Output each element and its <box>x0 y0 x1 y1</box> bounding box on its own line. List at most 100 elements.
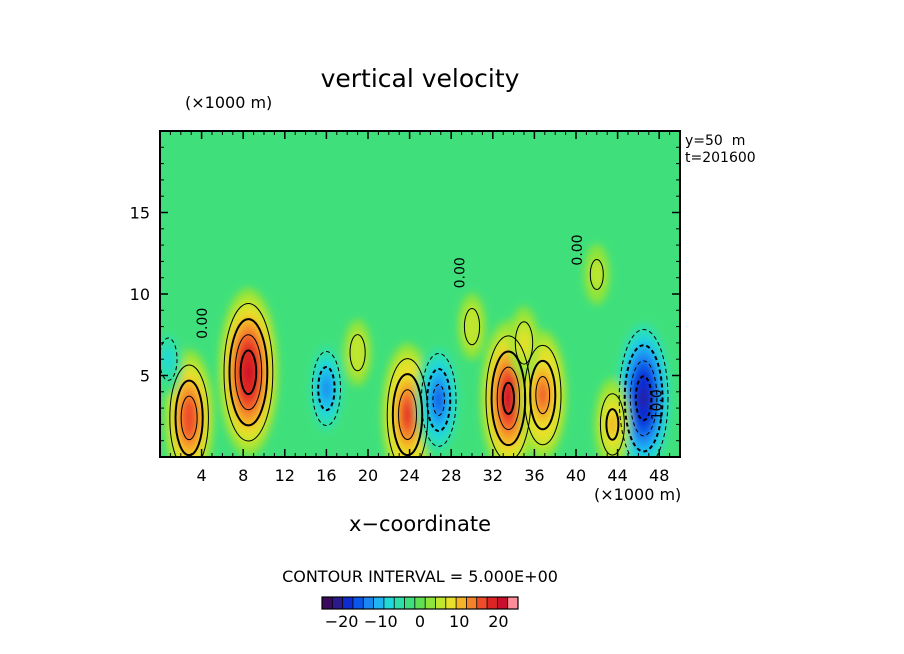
x-tick-label: 4 <box>197 466 207 485</box>
contour-labels: 0.00 0.00 0.00 10.0 <box>195 234 665 420</box>
colorbar-swatch <box>322 597 333 609</box>
colorbar-swatch <box>425 597 436 609</box>
contour-line <box>180 395 198 441</box>
contour-line <box>463 308 481 346</box>
x-tick-label: 48 <box>649 466 669 485</box>
colorbar-swatch <box>497 597 508 609</box>
contour-line <box>514 321 534 365</box>
x-tick-label: 32 <box>483 466 503 485</box>
field-blob <box>322 378 331 400</box>
colorbar-swatch <box>476 597 488 609</box>
contour-line <box>223 302 274 442</box>
contour-lines <box>160 258 669 457</box>
colorbar-swatch <box>383 597 395 609</box>
field-blob <box>519 330 529 355</box>
contour-line <box>529 359 557 431</box>
contour-line <box>160 337 178 381</box>
info-y: y=50 m <box>685 133 745 149</box>
colorbar-swatch <box>373 597 385 609</box>
colorbar-swatch <box>363 597 374 609</box>
field-blob <box>467 315 477 338</box>
colorbar-swatch <box>445 597 457 609</box>
colorbar-swatch <box>404 597 416 609</box>
x-tick-label: 44 <box>607 466 627 485</box>
colorbar-frame <box>321 596 519 610</box>
colorbar-swatch <box>487 597 498 609</box>
plot-area <box>160 131 680 457</box>
contour-label: 0.00 <box>453 257 469 288</box>
contour-line <box>426 367 452 432</box>
field-blob <box>590 259 604 290</box>
contour-line <box>228 318 269 427</box>
contour-line <box>623 344 664 453</box>
colorbar-tick-label: 20 <box>488 612 508 631</box>
contour-line <box>317 365 336 412</box>
field-blob <box>539 385 547 405</box>
contour-line <box>174 379 204 457</box>
x-tick-label: 16 <box>316 466 336 485</box>
field-blob <box>185 408 193 428</box>
info-t: t=201600 <box>685 150 756 166</box>
field-blob <box>640 388 647 408</box>
contour-line <box>432 383 446 416</box>
contour-line <box>398 389 418 441</box>
x-tick-label: 8 <box>238 466 248 485</box>
field-blob <box>607 412 617 436</box>
y-tick-label: 15 <box>130 204 150 223</box>
colorbar-swatch <box>456 597 467 609</box>
colorbar-swatch <box>507 597 519 609</box>
contour-line <box>169 364 209 457</box>
contour-line <box>420 352 457 447</box>
x-tick-label: 12 <box>275 466 295 485</box>
colorbar-swatch <box>332 597 343 609</box>
x-axis-unit: (×1000 m) <box>594 485 681 504</box>
field-blob <box>163 347 174 372</box>
contour-line <box>490 350 527 447</box>
contour-label: 0.00 <box>570 234 586 265</box>
contour-line <box>535 375 551 415</box>
colorbar-tick-label: 10 <box>449 612 469 631</box>
colorbar-swatch <box>466 597 478 609</box>
contour-line <box>599 393 625 456</box>
contour-line <box>386 358 429 457</box>
chart-title: vertical velocity <box>321 64 520 93</box>
x-axis-label: x−coordinate <box>349 512 491 536</box>
colorbar-swatch <box>435 597 447 609</box>
contour-label: 10.0 <box>649 389 665 420</box>
contour-line <box>311 351 341 427</box>
field-blob <box>434 389 443 411</box>
contour-line <box>629 360 658 437</box>
colorbar-tick-label: 0 <box>415 612 425 631</box>
contour-line <box>634 375 653 422</box>
colorbar-swatch <box>342 597 354 609</box>
contour-line <box>239 349 258 396</box>
contour-line <box>589 258 604 290</box>
contour-line <box>391 373 424 457</box>
field-blob <box>504 388 512 409</box>
colorbar-tick-label: −20 <box>325 612 359 631</box>
x-tick-label: 40 <box>566 466 586 485</box>
y-axis-unit: (×1000 m) <box>185 93 272 112</box>
contour-line <box>496 366 521 431</box>
colorbar-swatch <box>352 597 364 609</box>
colorbar-swatch <box>414 597 426 609</box>
y-tick-label: 10 <box>130 285 150 304</box>
field-blob <box>245 362 252 382</box>
contour-line <box>523 344 562 446</box>
contour-interval-label: CONTOUR INTERVAL = 5.000E+00 <box>282 567 558 586</box>
y-tick-label: 5 <box>140 367 150 386</box>
colorbar-tick-label: −10 <box>364 612 398 631</box>
contour-line <box>501 381 515 415</box>
x-tick-label: 28 <box>441 466 461 485</box>
x-tick-label: 20 <box>358 466 378 485</box>
contour-label: 0.00 <box>195 308 211 339</box>
contour-line <box>349 334 366 372</box>
contour-line <box>605 408 620 441</box>
field-blob <box>352 341 363 364</box>
x-tick-label: 24 <box>399 466 419 485</box>
contour-line <box>234 334 263 411</box>
field-blob <box>404 405 411 424</box>
x-tick-label: 36 <box>524 466 544 485</box>
